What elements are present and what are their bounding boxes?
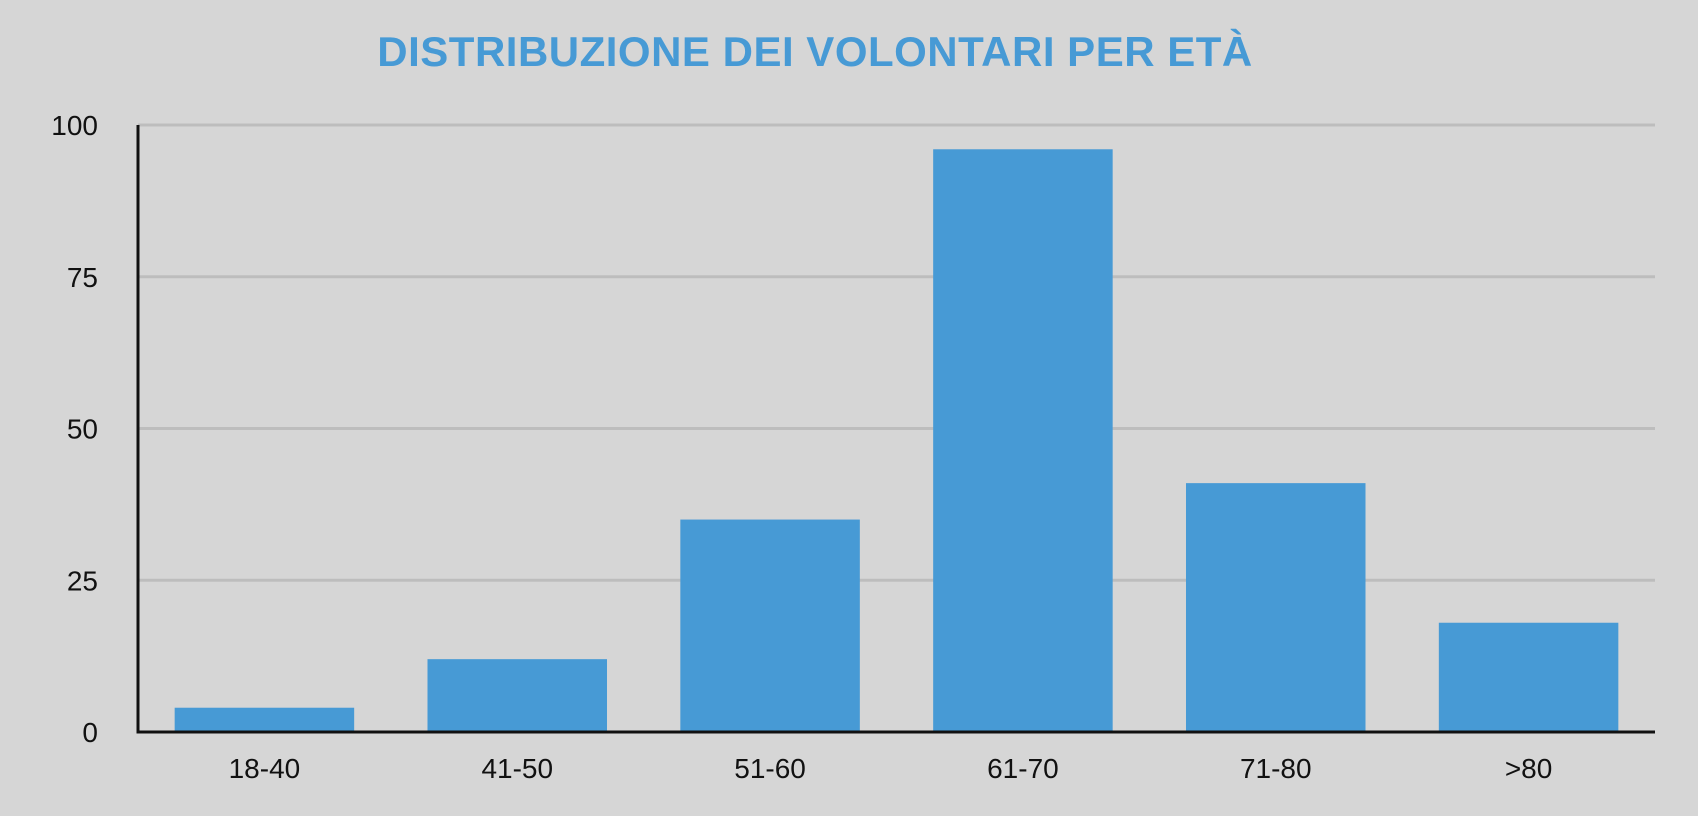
x-tick-label: 41-50 [481,753,553,784]
bars [174,149,1619,732]
chart-title: DISTRIBUZIONE DEI VOLONTARI PER ETÀ [377,28,1253,75]
y-tick-label: 100 [51,110,98,141]
x-tick-labels: 18-40 41-50 51-60 61-70 71-80 >80 [229,753,1553,784]
x-tick-label: >80 [1505,753,1553,784]
bar [427,659,608,732]
bar [680,519,860,732]
axes [136,125,1655,734]
x-tick-label: 71-80 [1240,753,1312,784]
bar [1185,483,1366,732]
y-tick-label: 50 [67,414,98,445]
bar [933,149,1113,732]
y-tick-label: 75 [67,262,98,293]
y-tick-label: 0 [82,717,98,748]
y-tick-label: 25 [67,565,98,596]
bar [1438,622,1619,732]
y-tick-labels: 0 25 50 75 100 [51,110,98,748]
x-tick-label: 61-70 [987,753,1059,784]
gridlines [138,123,1655,582]
x-tick-label: 18-40 [229,753,301,784]
bar [174,707,355,732]
x-tick-label: 51-60 [734,753,806,784]
